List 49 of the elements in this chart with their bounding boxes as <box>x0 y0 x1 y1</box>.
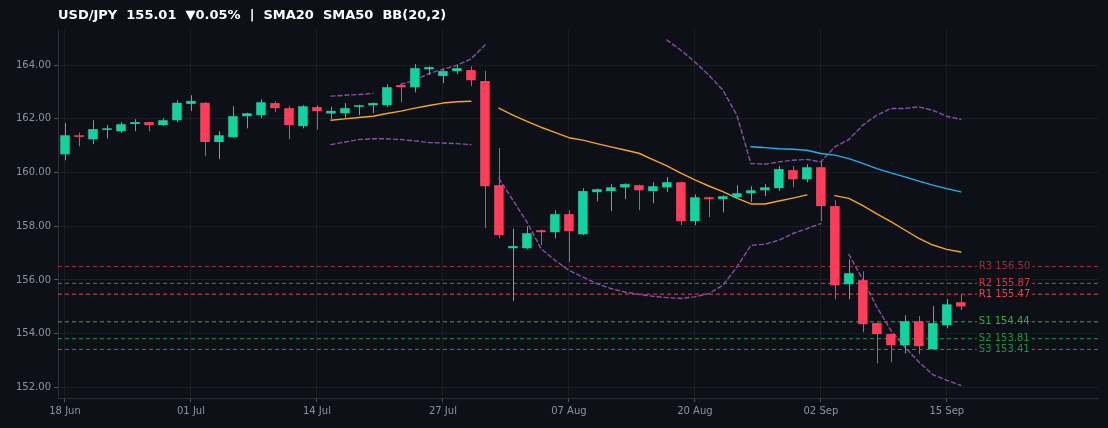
candlestick <box>312 104 322 131</box>
candlestick <box>60 122 70 161</box>
candlestick <box>466 65 476 87</box>
x-tick-label: 18 Jun <box>49 404 81 416</box>
y-tick-label: 158.00 <box>16 219 51 231</box>
ref-line-label: S1 154.44 <box>978 315 1030 327</box>
candlestick <box>256 98 266 119</box>
x-tick-label: 14 Jul <box>302 404 331 416</box>
candlestick <box>88 119 98 145</box>
y-tick-label: 156.00 <box>16 273 51 285</box>
candlestick <box>508 228 518 302</box>
ref-line-label: S3 153.41 <box>978 343 1030 355</box>
candlestick <box>214 130 224 160</box>
chart-title: USD/JPY 155.01 ▼0.05% | SMA20 SMA50 BB(20,2) <box>58 7 447 23</box>
candlestick <box>284 105 294 140</box>
y-tick-label: 152.00 <box>16 380 51 392</box>
ref-line-label: R3 156.50 <box>978 260 1031 272</box>
y-tick-label: 160.00 <box>16 166 51 178</box>
candlestick <box>648 181 658 204</box>
candlestick <box>900 314 910 354</box>
candlestick <box>522 225 532 250</box>
candlestick <box>788 165 798 188</box>
candlestick <box>774 165 784 192</box>
x-tick-label: 07 Aug <box>551 404 587 416</box>
candlestick <box>606 183 616 212</box>
ref-line-label: S2 153.81 <box>978 332 1030 344</box>
y-tick-label: 162.00 <box>16 112 51 124</box>
candlestick <box>844 258 854 300</box>
candlestick <box>690 193 700 226</box>
candlestick <box>634 184 644 211</box>
x-tick-label: 20 Aug <box>677 404 713 416</box>
x-tick-label: 01 Jul <box>176 404 205 416</box>
candlestick <box>886 333 896 363</box>
y-tick-label: 154.00 <box>16 327 51 339</box>
candlestick <box>228 105 238 139</box>
x-tick-label: 02 Sep <box>803 404 839 416</box>
candlestick <box>872 322 882 364</box>
ref-line-label: R2 155.87 <box>978 277 1031 288</box>
x-tick-label: 15 Sep <box>929 404 965 416</box>
x-tick-label: 27 Jul <box>428 404 457 416</box>
candlestick <box>942 298 952 329</box>
candlestick <box>382 83 392 108</box>
candlestick <box>410 63 420 93</box>
candlestick <box>298 104 308 129</box>
ref-line-label: R1 155.47 <box>978 287 1031 299</box>
candlestick <box>564 209 574 263</box>
candlestick <box>172 99 182 123</box>
candlestick <box>550 209 560 239</box>
y-tick-label: 164.00 <box>16 58 51 70</box>
